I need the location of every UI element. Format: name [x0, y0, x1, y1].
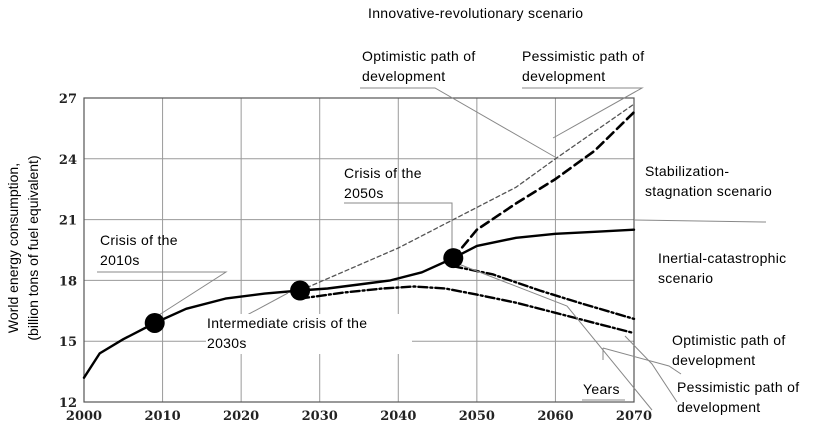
x-tick-label: 2060 [537, 409, 573, 424]
annotation-optimistic-path-upper-line-2: development [362, 68, 445, 84]
annotation-stabilization-stagnation-line-2: stagnation scenario [645, 183, 772, 199]
crisis-point-marker [144, 312, 165, 333]
annotation-pessimistic-path-upper-line-2: development [522, 68, 605, 84]
annotation-intermediate-crisis-2030s-line-1: Intermediate crisis of the [207, 315, 367, 331]
annotation-stabilization-stagnation-line-1: Stabilization- [645, 163, 729, 179]
series-line-4 [451, 110, 636, 260]
leader-line [97, 271, 228, 323]
leader-line [602, 347, 682, 375]
annotation-optimistic-path-upper-line-1: Optimistic path of [362, 48, 476, 64]
y-tick-label: 18 [59, 274, 77, 289]
annotation-innovative-revolutionary: Innovative-revolutionary scenario [368, 5, 583, 21]
x-tick-label: 2010 [144, 409, 180, 424]
leader-line [624, 335, 678, 403]
label-background [206, 314, 412, 354]
x-tick-label: 2030 [302, 409, 338, 424]
annotation-crisis-2010s-line-1: Crisis of the [100, 232, 178, 248]
x-axis-label: Years [583, 381, 620, 397]
x-tick-label: 2050 [459, 409, 495, 424]
annotation-crisis-2050s-line-1: Crisis of the [344, 165, 422, 181]
series-line-3 [299, 103, 635, 292]
series-line-2 [452, 228, 636, 260]
series-line-1 [82, 256, 455, 379]
annotation-pessimistic-path-lower-line-2: development [677, 399, 760, 415]
annotation-pessimistic-path-upper-line-1: Pessimistic path of [522, 48, 644, 64]
y-tick-label: 27 [59, 92, 77, 107]
leader-line [360, 87, 556, 158]
leader-line [633, 219, 767, 223]
leader-line [344, 202, 453, 258]
y-tick-label: 12 [59, 396, 77, 411]
crisis-point-marker [443, 248, 464, 269]
y-axis-label-line2: (billion tons of fuel equivalent) [25, 155, 41, 340]
annotation-optimistic-path-lower-line-2: development [672, 352, 755, 368]
annotation-crisis-2050s-line-2: 2050s [344, 185, 384, 201]
leader-line [522, 87, 644, 139]
leader-line [455, 262, 653, 411]
series-line-5 [298, 285, 636, 335]
x-tick-label: 2020 [223, 409, 259, 424]
annotation-inertial-catastrophic-line-1: Inertial-catastrophic [658, 250, 786, 266]
annotation-pessimistic-path-lower-line-1: Pessimistic path of [677, 379, 799, 395]
annotation-crisis-2010s-line-2: 2010s [100, 252, 140, 268]
annotation-inertial-catastrophic-line-2: scenario [658, 270, 713, 286]
plot-frame [83, 97, 635, 403]
crisis-point-marker [290, 280, 311, 301]
x-tick-label: 2040 [380, 409, 416, 424]
annotation-optimistic-path-lower-line-1: Optimistic path of [672, 332, 786, 348]
y-tick-label: 21 [59, 214, 77, 229]
annotation-intermediate-crisis-2030s-line-2: 2030s [207, 335, 247, 351]
y-tick-label: 15 [59, 335, 77, 350]
x-tick-label: 2000 [66, 409, 102, 424]
x-tick-label: 2070 [616, 409, 652, 424]
y-axis-label: World energy consumption, [5, 163, 21, 333]
y-tick-label: 24 [59, 153, 77, 168]
